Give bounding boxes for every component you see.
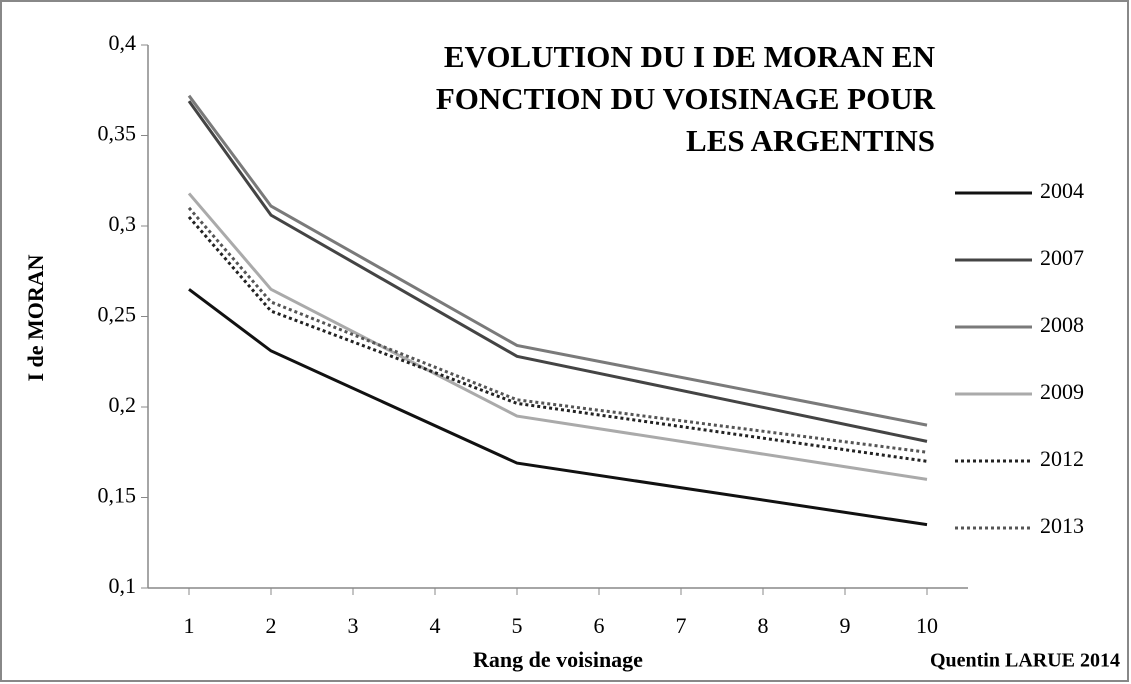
series-line [187, 192, 928, 481]
y-tick-label: 0,25 [98, 302, 137, 327]
x-tick-label: 7 [676, 613, 687, 638]
legend-label: 2009 [1040, 379, 1084, 404]
x-axis-title: Rang de voisinage [473, 647, 643, 672]
legend-label: 2004 [1040, 178, 1084, 203]
legend-label: 2013 [1040, 513, 1084, 538]
y-tick-label: 0,3 [109, 211, 137, 236]
x-tick-label: 2 [266, 613, 277, 638]
legend-label: 2007 [1040, 245, 1084, 270]
y-tick-label: 0,35 [98, 121, 137, 146]
chart-title: LES ARGENTINS [686, 123, 935, 158]
x-tick-label: 8 [758, 613, 769, 638]
chart-title: EVOLUTION DU I DE MORAN EN [444, 39, 935, 74]
x-tick-label: 10 [916, 613, 938, 638]
x-tick-label: 6 [594, 613, 605, 638]
y-tick-label: 0,4 [109, 30, 137, 55]
chart-title: FONCTION DU VOISINAGE POUR [436, 81, 936, 116]
x-tick-label: 3 [348, 613, 359, 638]
series-line [187, 215, 928, 463]
series-line [187, 94, 928, 427]
series-line [187, 100, 928, 443]
x-tick-label: 5 [512, 613, 523, 638]
x-tick-label: 1 [184, 613, 195, 638]
source: Quentin LARUE 2014 [930, 650, 1120, 672]
y-tick-label: 0,2 [109, 392, 137, 417]
y-tick-label: 0,15 [98, 483, 137, 508]
series-line [187, 206, 928, 454]
legend-label: 2008 [1040, 312, 1084, 337]
series-line [188, 288, 928, 527]
x-tick-label: 9 [840, 613, 851, 638]
legend-label: 2012 [1040, 446, 1084, 471]
y-axis-title: I de MORAN [23, 254, 48, 381]
y-tick-label: 0,1 [109, 573, 137, 598]
x-tick-label: 4 [430, 613, 441, 638]
